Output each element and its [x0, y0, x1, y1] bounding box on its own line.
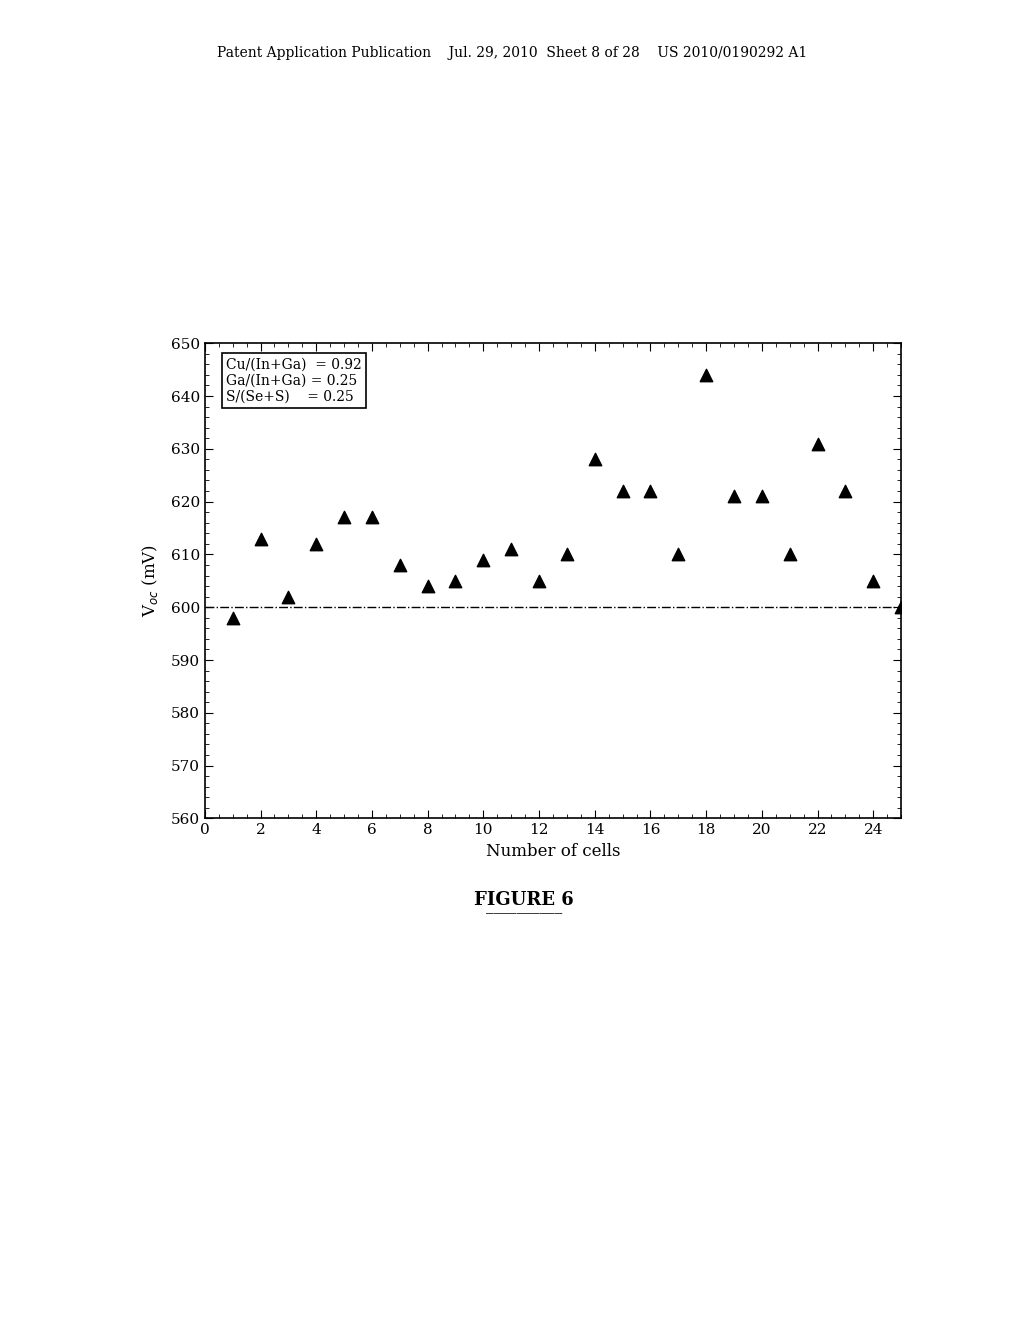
- Point: [391, 554, 408, 576]
- Point: [503, 539, 519, 560]
- Point: [281, 586, 297, 607]
- Point: [336, 507, 352, 528]
- Text: Cu/(In+Ga)  = 0.92
Ga/(In+Ga) = 0.25
S/(Se+S)    = 0.25: Cu/(In+Ga) = 0.92 Ga/(In+Ga) = 0.25 S/(S…: [225, 358, 361, 404]
- Text: __________: __________: [486, 900, 562, 915]
- Point: [893, 597, 909, 618]
- Point: [559, 544, 575, 565]
- Point: [754, 486, 770, 507]
- Point: [614, 480, 631, 502]
- Text: FIGURE 6: FIGURE 6: [474, 891, 574, 909]
- Point: [838, 480, 854, 502]
- Point: [698, 364, 715, 385]
- Point: [364, 507, 380, 528]
- Point: [475, 549, 492, 570]
- Point: [224, 607, 241, 628]
- Point: [809, 433, 825, 454]
- Text: Patent Application Publication    Jul. 29, 2010  Sheet 8 of 28    US 2010/019029: Patent Application Publication Jul. 29, …: [217, 46, 807, 61]
- Y-axis label: V$_{oc}$ (mV): V$_{oc}$ (mV): [139, 544, 160, 618]
- X-axis label: Number of cells: Number of cells: [485, 842, 621, 859]
- Point: [726, 486, 742, 507]
- Point: [447, 570, 464, 591]
- Point: [865, 570, 882, 591]
- Point: [642, 480, 658, 502]
- Point: [420, 576, 436, 597]
- Point: [781, 544, 798, 565]
- Point: [252, 528, 268, 549]
- Point: [530, 570, 547, 591]
- Point: [587, 449, 603, 470]
- Point: [670, 544, 686, 565]
- Point: [308, 533, 325, 554]
